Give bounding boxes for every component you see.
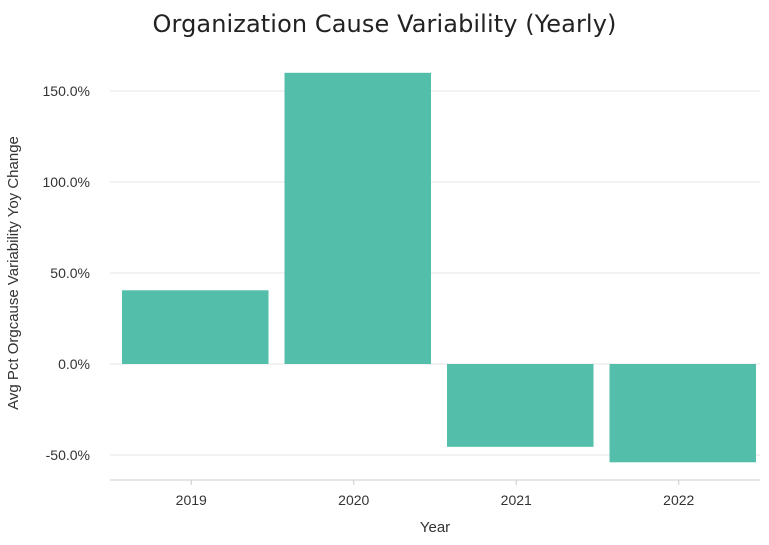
bar-2022 bbox=[609, 364, 756, 463]
bar-2019 bbox=[122, 290, 269, 364]
y-axis-title: Avg Pct Orgcause Variability Yoy Change bbox=[5, 136, 22, 410]
axes: -50.0% 0.0% 50.0% 100.0% 150.0% 2019 2020 2021 2… bbox=[43, 83, 760, 508]
y-tick-label: 100.0% bbox=[43, 174, 90, 190]
x-tick-label: 2019 bbox=[176, 492, 207, 508]
y-tick-label: 0.0% bbox=[58, 356, 90, 372]
bar-2020 bbox=[284, 72, 431, 365]
y-tick-label: 150.0% bbox=[43, 83, 90, 99]
x-tick-label: 2020 bbox=[338, 492, 369, 508]
x-tick-label: 2022 bbox=[663, 492, 694, 508]
y-tick-label: -50.0% bbox=[46, 447, 90, 463]
y-tick-label: 50.0% bbox=[50, 265, 90, 281]
x-tick-label: 2021 bbox=[501, 492, 532, 508]
bars bbox=[122, 72, 756, 463]
bar-2021 bbox=[447, 364, 594, 447]
x-axis-title: Year bbox=[420, 519, 450, 536]
chart-title: Organization Cause Variability (Yearly) bbox=[152, 10, 617, 38]
